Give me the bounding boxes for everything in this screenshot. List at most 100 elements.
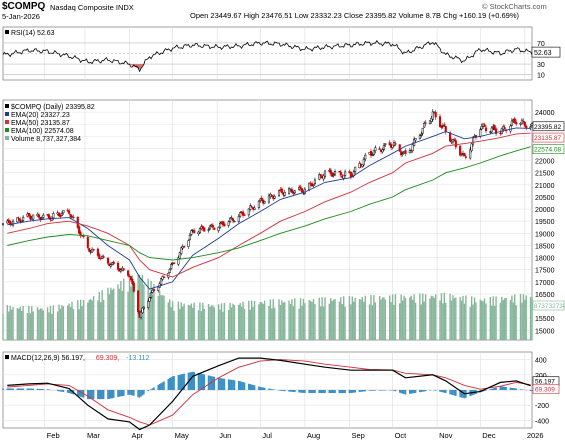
macd-histogram-bar: [515, 388, 517, 390]
candle-body: [503, 127, 506, 130]
volume-bar: [81, 306, 83, 340]
macd-histogram-bar: [137, 390, 139, 398]
candle-body: [342, 174, 345, 179]
volume-bar: [475, 302, 477, 340]
macd-histogram-bar: [92, 390, 95, 400]
volume-bar: [158, 290, 161, 340]
volume-bar: [130, 286, 132, 340]
candle-body: [253, 207, 256, 210]
macd-histogram-bar: [332, 390, 335, 394]
candle-body: [37, 214, 40, 218]
candle-body: [177, 257, 180, 265]
macd-histogram-bar: [289, 390, 292, 392]
macd-histogram-bar: [46, 389, 49, 390]
watermark: © StockCharts.com: [482, 2, 547, 11]
volume-bar: [429, 298, 431, 340]
candle-body: [411, 144, 414, 151]
macd-histogram-bar: [190, 372, 193, 390]
volume-bar: [233, 305, 236, 340]
volume-bar: [107, 287, 109, 340]
candle-body: [208, 225, 212, 230]
volume-bar: [169, 299, 171, 340]
volume-bar: [463, 303, 466, 340]
candle-body: [6, 220, 9, 224]
macd-histogram-bar: [249, 384, 252, 390]
candle-body: [151, 289, 154, 293]
volume-bar: [118, 288, 121, 340]
macd-histogram-bar: [81, 390, 83, 398]
rsi-value-tag: 52.63: [534, 50, 552, 57]
volume-bar: [167, 302, 170, 340]
volume-bar: [68, 303, 70, 340]
macd-histogram-bar: [511, 387, 513, 390]
macd-histogram-bar: [351, 390, 354, 393]
macd-histogram-bar: [239, 381, 241, 390]
macd-histogram-bar: [308, 390, 310, 394]
volume-bar: [391, 294, 394, 340]
candle-body: [470, 143, 473, 152]
candle-body: [66, 209, 69, 212]
macd-histogram-bar: [452, 390, 454, 396]
price-tick-label: 20000: [535, 207, 555, 214]
candle-body: [529, 126, 532, 128]
macd-histogram-bar: [157, 384, 160, 390]
candle-body: [86, 236, 89, 248]
candle-body: [243, 214, 246, 216]
candle-body: [371, 154, 374, 156]
volume-bar: [319, 306, 322, 340]
volume-bar: [472, 304, 474, 340]
candle-body: [68, 210, 71, 214]
volume-bar: [91, 300, 93, 340]
macd-histogram-bar: [181, 374, 184, 390]
macd-histogram-bar: [78, 390, 80, 397]
volume-bar: [262, 303, 264, 340]
candle-body: [102, 256, 105, 258]
candle-body: [490, 127, 493, 133]
volume-bar: [143, 284, 145, 340]
macd-histogram-bar: [111, 390, 114, 399]
macd-histogram-bar: [489, 389, 492, 390]
macd-histogram-bar: [232, 380, 234, 390]
volume-bar: [470, 296, 473, 340]
macd-histogram-bar: [381, 390, 384, 391]
macd-legend-part: -13.112: [126, 355, 149, 362]
macd-histogram-bar: [173, 375, 175, 390]
volume-bar: [491, 305, 493, 340]
macd-histogram-bar: [101, 390, 103, 400]
price-tag-close: 23395.82: [534, 124, 561, 131]
volume-bar: [354, 297, 356, 340]
volume-bar: [348, 295, 351, 340]
macd-histogram-bar: [350, 390, 352, 394]
macd-histogram-bar: [423, 390, 425, 392]
macd-histogram-bar: [76, 390, 79, 396]
candle-body: [361, 164, 364, 167]
candle-body: [277, 190, 281, 196]
volume-bar: [180, 302, 182, 340]
ohlc-summary: Open 23449.67 High 23476.51 Low 23332.23…: [190, 11, 520, 20]
candle-body: [178, 252, 181, 259]
macd-histogram-bar: [7, 388, 10, 390]
volume-bar: [400, 294, 402, 340]
candle-body: [78, 226, 81, 234]
volume-bar: [259, 301, 262, 340]
volume-bar: [272, 299, 274, 340]
macd-histogram-bar: [342, 390, 345, 394]
volume-bar: [361, 297, 364, 340]
macd-histogram-bar: [163, 381, 165, 390]
volume-bar: [26, 313, 29, 340]
macd-histogram-bar: [42, 389, 45, 390]
macd-histogram-bar: [443, 390, 446, 393]
volume-bar: [273, 307, 276, 340]
macd-histogram-bar: [99, 390, 102, 400]
macd-histogram-bar: [318, 390, 321, 394]
volume-bar: [299, 298, 302, 340]
volume-bar: [482, 301, 484, 340]
volume-bar: [519, 293, 522, 340]
volume-bar: [151, 294, 154, 340]
rsi-level-label: 30: [537, 62, 545, 69]
candle-body: [128, 275, 131, 278]
volume-bar: [179, 308, 181, 340]
macd-histogram-bar: [79, 390, 82, 397]
macd-histogram-bar: [341, 390, 344, 394]
